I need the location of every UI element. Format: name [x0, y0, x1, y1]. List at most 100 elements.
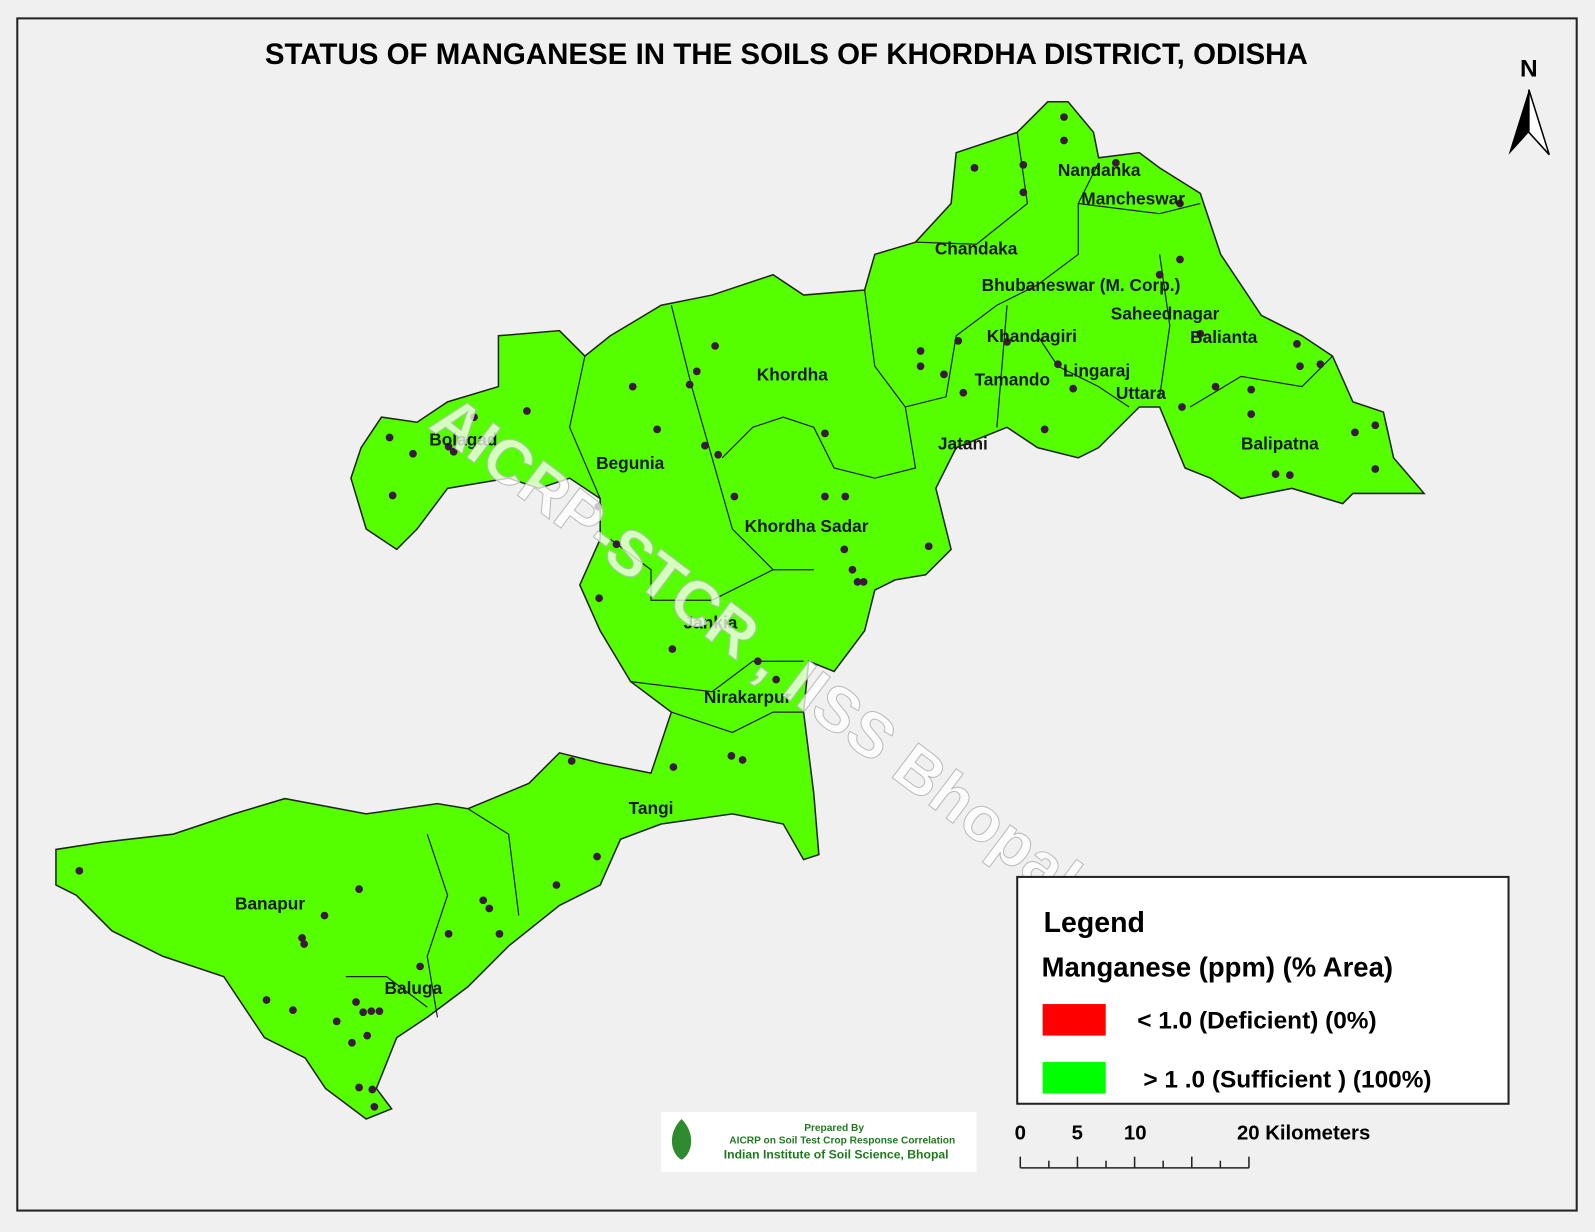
- block-label: Banapur: [235, 893, 305, 913]
- block-label: Bolagad: [429, 430, 497, 450]
- sample-point: [375, 1007, 384, 1016]
- sample-point: [1351, 428, 1359, 437]
- north-label: N: [1520, 55, 1538, 82]
- sample-point: [653, 425, 661, 434]
- sample-point: [1003, 337, 1011, 346]
- block-label: Jatani: [938, 434, 988, 454]
- logo: [671, 1119, 692, 1160]
- sample-point: [385, 433, 394, 442]
- block-labels: Nandanka Mancheswar Chandaka Bhubaneswar…: [235, 160, 1319, 998]
- credit-box: [661, 1111, 977, 1172]
- sample-point: [552, 881, 561, 889]
- sample-point: [1285, 471, 1294, 479]
- sample-point: [367, 1007, 376, 1016]
- sample-point: [1155, 270, 1164, 279]
- sample-point: [444, 442, 453, 451]
- legend-swatch: [1042, 1062, 1106, 1094]
- arrow-right: [1528, 89, 1550, 156]
- sample-point: [628, 382, 637, 391]
- sample-point: [1293, 340, 1301, 348]
- sample-point: [262, 996, 271, 1004]
- legend-swatch: [1042, 1004, 1106, 1036]
- sample-point: [332, 1017, 341, 1026]
- block-label: Tamando: [974, 370, 1050, 390]
- sample-point: [1060, 113, 1068, 121]
- sample-point: [1196, 329, 1205, 338]
- credit: Prepared By AICRP on Soil Test Crop Resp…: [661, 1111, 977, 1172]
- sample-point: [669, 763, 678, 771]
- sample-point: [363, 1031, 372, 1040]
- north-arrow: N: [1508, 55, 1550, 156]
- sample-point: [685, 380, 694, 389]
- map-title: STATUS OF MANGANESE IN THE SOILS OF KHOR…: [265, 38, 1308, 71]
- sample-points: [75, 113, 1380, 1111]
- sample-point: [924, 542, 933, 551]
- sample-point: [1112, 158, 1120, 167]
- sample-point: [1178, 403, 1186, 411]
- sample-point: [1054, 360, 1062, 369]
- sample-point: [593, 852, 601, 861]
- scale-label: 5: [1072, 1122, 1083, 1144]
- sample-point: [485, 904, 494, 913]
- sample-point: [970, 164, 979, 172]
- sample-point: [1247, 410, 1256, 418]
- sample-point: [859, 578, 868, 586]
- sample-point: [388, 491, 397, 500]
- sample-point: [1069, 384, 1078, 393]
- sample-point: [1019, 188, 1028, 197]
- sample-point: [848, 565, 857, 574]
- sample-point: [821, 429, 829, 438]
- sample-point: [1176, 199, 1184, 208]
- sample-point: [1247, 385, 1256, 394]
- block-label: Bhubaneswar (M. Corp.): [982, 275, 1181, 295]
- sample-point: [523, 407, 531, 415]
- sample-point: [840, 545, 849, 554]
- block-label: Nirakarpur: [704, 687, 792, 707]
- sample-point: [1040, 425, 1049, 434]
- block-label: Uttara: [1116, 383, 1166, 403]
- sample-point: [75, 866, 84, 875]
- sample-point: [594, 502, 602, 511]
- sample-point: [916, 347, 925, 355]
- sample-point: [727, 752, 736, 760]
- sample-point: [470, 413, 478, 421]
- legend-title: Legend: [1044, 907, 1145, 939]
- sample-point: [612, 540, 621, 549]
- sample-point: [348, 1038, 356, 1047]
- sample-point: [409, 449, 417, 458]
- block-label: Baluga: [385, 978, 443, 998]
- sample-point: [355, 885, 363, 893]
- sample-point: [714, 450, 723, 459]
- sample-point: [368, 1085, 377, 1094]
- credit-line: Prepared By: [804, 1123, 864, 1134]
- sample-point: [359, 1008, 368, 1017]
- sample-point: [1176, 255, 1184, 264]
- sample-point: [841, 492, 850, 501]
- sample-point: [1296, 362, 1304, 371]
- scale-label: 0: [1015, 1122, 1026, 1144]
- sample-point: [370, 1102, 379, 1111]
- district: [55, 101, 1426, 1120]
- sample-point: [1316, 360, 1325, 369]
- scale-label: 20 Kilometers: [1237, 1122, 1370, 1144]
- sample-point: [449, 447, 458, 456]
- sample-point: [1019, 160, 1028, 169]
- sample-point: [567, 757, 576, 765]
- sample-point: [916, 362, 925, 371]
- sample-point: [692, 367, 701, 376]
- sample-point: [959, 388, 968, 397]
- sample-point: [954, 336, 963, 345]
- legend-subtitle: Manganese (ppm) (% Area): [1042, 952, 1393, 983]
- sample-point: [753, 657, 762, 666]
- sample-point: [352, 998, 360, 1006]
- sample-point: [595, 594, 604, 603]
- sample-point: [1371, 421, 1380, 430]
- block-label: Begunia: [596, 453, 665, 473]
- scale-ticks: [1019, 1156, 1250, 1169]
- sample-point: [1371, 465, 1380, 473]
- block-label: Tangi: [629, 798, 674, 818]
- sample-point: [1271, 470, 1280, 478]
- sample-point: [289, 1006, 297, 1015]
- scale-bar: 0 5 10 20 Kilometers: [1015, 1122, 1370, 1169]
